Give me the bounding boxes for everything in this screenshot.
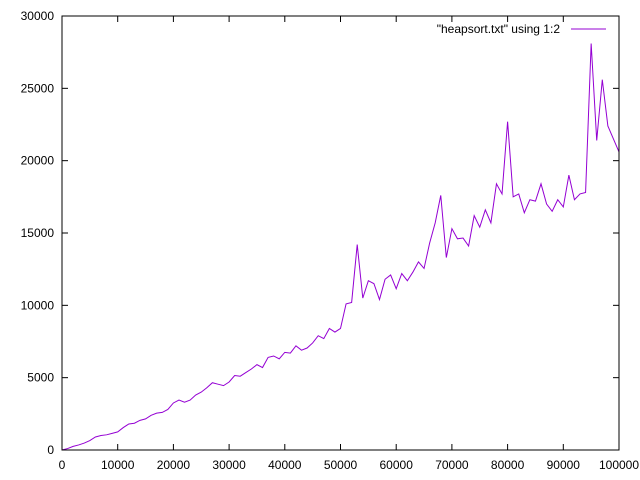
y-tick-marks xyxy=(62,15,619,451)
series-line-heapsort xyxy=(61,43,620,451)
x-tick-label: 60000 xyxy=(380,458,414,472)
y-tick-label: 5000 xyxy=(27,371,54,385)
y-tick-label: 20000 xyxy=(21,154,55,168)
x-tick-label: 80000 xyxy=(491,458,525,472)
legend-label: "heapsort.txt" using 1:2 xyxy=(437,22,561,36)
y-tick-label: 25000 xyxy=(21,81,55,95)
y-tick-label: 0 xyxy=(47,443,54,457)
plot-frame xyxy=(61,15,620,451)
x-tick-label: 10000 xyxy=(101,458,135,472)
y-tick-label: 30000 xyxy=(21,9,55,23)
legend: "heapsort.txt" using 1:2 xyxy=(437,22,606,36)
x-tick-label: 50000 xyxy=(324,458,358,472)
x-tick-label: 20000 xyxy=(157,458,191,472)
y-tick-label: 10000 xyxy=(21,298,55,312)
x-tick-label: 70000 xyxy=(435,458,469,472)
x-tick-labels: 0 10000 20000 30000 40000 50000 60000 70000 8000… xyxy=(59,458,640,472)
x-tick-label: 40000 xyxy=(268,458,302,472)
x-tick-label: 90000 xyxy=(547,458,581,472)
x-tick-marks xyxy=(61,16,620,450)
y-tick-label: 15000 xyxy=(21,226,55,240)
x-tick-label: 0 xyxy=(59,458,66,472)
y-tick-labels: 0 5000 10000 15000 20000 25000 30000 xyxy=(21,9,55,457)
x-tick-label: 30000 xyxy=(212,458,246,472)
x-tick-label: 100000 xyxy=(599,458,639,472)
